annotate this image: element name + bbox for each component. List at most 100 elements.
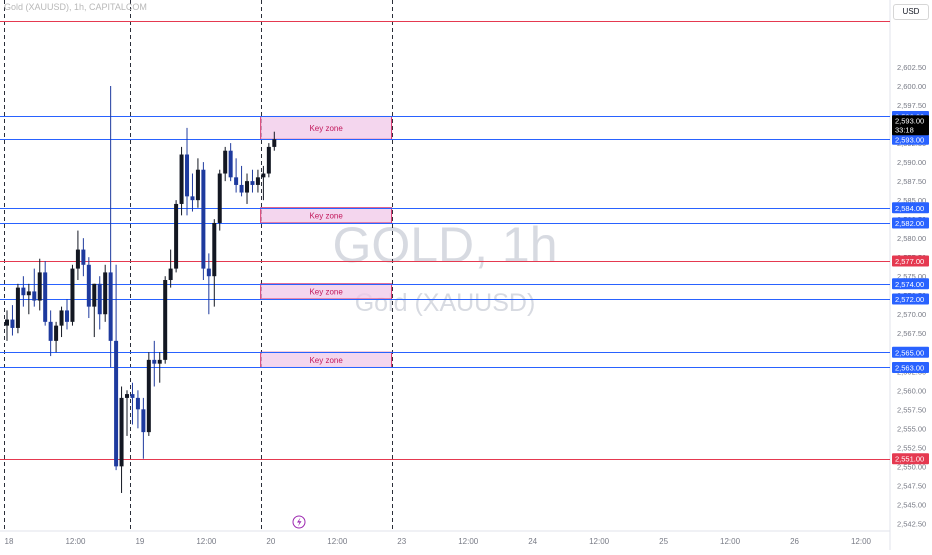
watermark-title: GOLD, 1h: [332, 217, 557, 273]
candle-body[interactable]: [65, 310, 70, 322]
key-zone-label: Key zone: [309, 124, 343, 133]
time-tick-label: 23: [397, 537, 406, 546]
key-zone-label: Key zone: [309, 356, 343, 365]
price-tick-label: 2,590.00: [897, 158, 926, 167]
candle-body[interactable]: [272, 139, 277, 147]
level-price-badge: [892, 255, 929, 267]
candle-body[interactable]: [141, 409, 146, 433]
candle-body[interactable]: [135, 397, 140, 410]
time-tick-label: 12:00: [851, 537, 872, 546]
time-tick-label: 12:00: [589, 537, 610, 546]
currency-button[interactable]: USD: [893, 4, 929, 20]
candle-body[interactable]: [152, 359, 157, 364]
candle-body[interactable]: [119, 397, 124, 467]
level-price-label: 2,551.00: [895, 455, 924, 464]
candle-body[interactable]: [266, 146, 271, 174]
candle-body[interactable]: [255, 177, 260, 185]
time-tick-label: 12:00: [327, 537, 348, 546]
candle-body[interactable]: [234, 177, 239, 185]
price-tick-label: 2,560.00: [897, 386, 926, 395]
candle-body[interactable]: [179, 154, 184, 204]
bar-countdown-label: 33:18: [895, 125, 914, 134]
level-price-badge: [892, 133, 929, 145]
candle-body[interactable]: [43, 272, 48, 322]
candle-body[interactable]: [48, 321, 53, 341]
level-price-label: 2,565.00: [895, 348, 924, 357]
key-zone-box[interactable]: [260, 207, 393, 224]
candle-body[interactable]: [10, 319, 15, 328]
candle-body[interactable]: [206, 268, 211, 277]
time-tick-label: 12:00: [196, 537, 217, 546]
candle-body[interactable]: [70, 268, 75, 322]
candle-body[interactable]: [185, 154, 190, 197]
candle-body[interactable]: [217, 173, 222, 223]
price-tick-label: 2,567.50: [897, 329, 926, 338]
current-price-label: 2,593.00: [895, 116, 924, 125]
price-tick-label: 2,585.00: [897, 196, 926, 205]
candle-body[interactable]: [239, 184, 244, 193]
candle-body[interactable]: [250, 181, 255, 185]
candle-body[interactable]: [75, 249, 80, 269]
lightning-bolt-glyph: [297, 517, 302, 527]
candle-body[interactable]: [130, 394, 135, 398]
candle-body[interactable]: [97, 283, 102, 315]
time-tick-label: 25: [659, 537, 668, 546]
candle-body[interactable]: [146, 359, 151, 433]
price-tick-label: 2,600.00: [897, 82, 926, 91]
candle-body[interactable]: [228, 150, 233, 178]
level-price-badge: [892, 361, 929, 373]
candle-body[interactable]: [223, 150, 228, 174]
candle-body[interactable]: [59, 310, 64, 326]
candle-body[interactable]: [125, 394, 130, 398]
price-tick-label: 2,575.00: [897, 272, 926, 281]
current-price-badge: [892, 115, 929, 136]
candle-body[interactable]: [163, 280, 168, 360]
candle-body[interactable]: [195, 169, 200, 201]
candle-body[interactable]: [15, 287, 20, 328]
level-price-badge: [892, 217, 929, 229]
price-tick-label: 2,570.00: [897, 310, 926, 319]
time-tick-label: 20: [266, 537, 275, 546]
level-price-badge: [892, 346, 929, 358]
candle-body[interactable]: [21, 287, 26, 296]
level-price-label: 2,584.00: [895, 204, 924, 213]
candle-body[interactable]: [157, 359, 162, 364]
time-tick-label: 12:00: [720, 537, 741, 546]
candle-body[interactable]: [108, 272, 113, 341]
price-tick-label: 2,602.50: [897, 63, 926, 72]
candle-body[interactable]: [103, 272, 108, 315]
price-tick-label: 2,597.50: [897, 101, 926, 110]
candle-body[interactable]: [54, 325, 59, 341]
level-price-badge: [892, 202, 929, 214]
candle-body[interactable]: [26, 291, 31, 296]
candle-body[interactable]: [168, 268, 173, 281]
candle-body[interactable]: [37, 272, 42, 301]
candle-body[interactable]: [5, 319, 9, 326]
time-tick-label: 24: [528, 537, 537, 546]
candle-body[interactable]: [261, 173, 266, 178]
price-tick-label: 2,545.00: [897, 500, 926, 509]
key-zone-label: Key zone: [309, 211, 343, 220]
candle-body[interactable]: [114, 340, 119, 467]
candle-body[interactable]: [201, 169, 206, 269]
candle-body[interactable]: [245, 181, 250, 193]
price-tick-label: 2,580.00: [897, 234, 926, 243]
level-price-badge: [892, 293, 929, 305]
time-tick-label: 12:00: [65, 537, 86, 546]
level-price-badge: [892, 278, 929, 290]
candle-body[interactable]: [81, 249, 86, 265]
candle-body[interactable]: [32, 291, 37, 301]
candle-body[interactable]: [86, 264, 91, 307]
candle-body[interactable]: [212, 222, 217, 277]
key-zone-label: Key zone: [309, 287, 343, 296]
candle-body[interactable]: [190, 196, 195, 201]
level-price-label: 2,572.00: [895, 295, 924, 304]
candle-body[interactable]: [174, 203, 179, 269]
time-tick-label: 12:00: [458, 537, 479, 546]
level-price-label: 2,582.00: [895, 219, 924, 228]
symbol-header: Gold (XAUUSD), 1h, CAPITALCOM: [4, 2, 147, 12]
time-tick-label: 19: [135, 537, 144, 546]
candle-body[interactable]: [92, 283, 97, 307]
